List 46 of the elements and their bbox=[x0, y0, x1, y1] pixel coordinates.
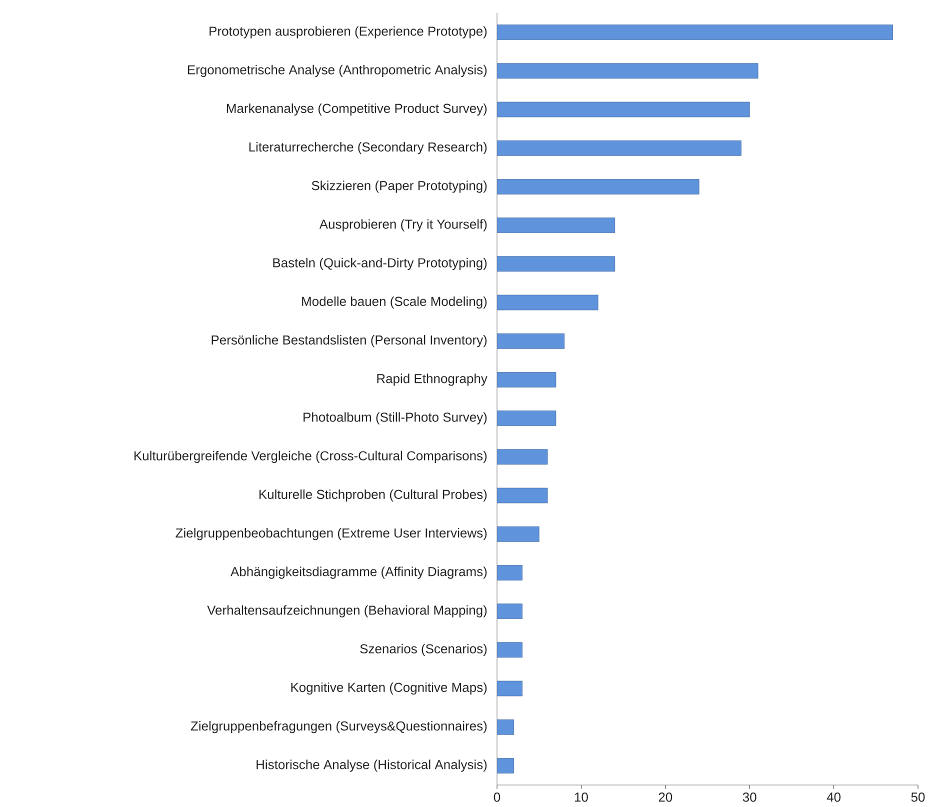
bar bbox=[497, 179, 700, 194]
bar bbox=[497, 256, 616, 272]
x-tick-label: 20 bbox=[658, 792, 672, 802]
y-tick-label: Kulturübergreifende Vergleiche (Cross-Cultural Comparisons) bbox=[134, 450, 487, 463]
y-tick-label: Literaturrecherche (Secondary Research) bbox=[249, 142, 487, 154]
bar bbox=[497, 63, 758, 79]
x-tick-label: 0 bbox=[494, 792, 500, 802]
bar bbox=[497, 680, 522, 696]
bar bbox=[497, 642, 522, 658]
bar bbox=[497, 140, 742, 156]
y-tick-label: Markenanalyse (Competitive Product Survey) bbox=[226, 103, 487, 116]
bar bbox=[497, 449, 548, 465]
bar bbox=[497, 218, 616, 234]
y-tick-label: Historische Analyse (Historical Analysis) bbox=[256, 760, 487, 772]
bar bbox=[497, 410, 556, 426]
y-tick-label: Szenarios (Scenarios) bbox=[360, 644, 487, 656]
x-tick-label: 10 bbox=[574, 792, 588, 802]
y-tick-label: Rapid Ethnography bbox=[377, 374, 488, 386]
bar bbox=[497, 526, 540, 542]
x-tick-label: 30 bbox=[742, 792, 756, 802]
bar bbox=[497, 333, 565, 349]
bar bbox=[497, 24, 893, 40]
bar bbox=[497, 565, 522, 580]
bar bbox=[497, 102, 750, 118]
y-tick-label: Kulturelle Stichproben (Cultural Probes) bbox=[259, 489, 487, 502]
y-tick-label: Skizzieren (Paper Prototyping) bbox=[312, 180, 487, 193]
bar bbox=[497, 604, 522, 620]
bar bbox=[497, 294, 598, 310]
bar bbox=[497, 719, 514, 735]
x-tick-label: 50 bbox=[911, 792, 925, 802]
bar bbox=[497, 372, 556, 388]
y-tick-label: Modelle bauen (Scale Modeling) bbox=[302, 296, 487, 309]
y-tick-label: Zielgruppenbefragungen (Surveys&Questionnaires) bbox=[190, 721, 487, 734]
y-tick-label: Prototypen ausprobieren (Experience Prototype) bbox=[210, 26, 487, 38]
bar bbox=[497, 488, 548, 504]
y-tick-label: Photoalbum (Still-Photo Survey) bbox=[304, 412, 487, 424]
y-tick-label: Verhaltensaufzeichnungen (Behavioral Mapping) bbox=[207, 605, 487, 618]
y-tick-label: Zielgruppenbeobachtungen (Extreme User Interviews) bbox=[176, 528, 487, 540]
y-tick-label: Ergonometrische Analyse (Anthropometric Analysis) bbox=[188, 64, 487, 77]
y-tick-label: Basteln (Quick-and-Dirty Prototyping) bbox=[273, 258, 487, 270]
y-tick-label: Abhängigkeitsdiagramme (Affinity Diagrams) bbox=[230, 566, 487, 579]
y-tick-label: Kognitive Karten (Cognitive Maps) bbox=[291, 682, 487, 695]
y-tick-label: Ausprobieren (Try it Yourself) bbox=[319, 219, 487, 232]
x-tick-label: 40 bbox=[826, 792, 841, 802]
bar bbox=[497, 758, 514, 774]
y-tick-label: Persönliche Bestandslisten (Personal Inventory) bbox=[212, 335, 487, 348]
